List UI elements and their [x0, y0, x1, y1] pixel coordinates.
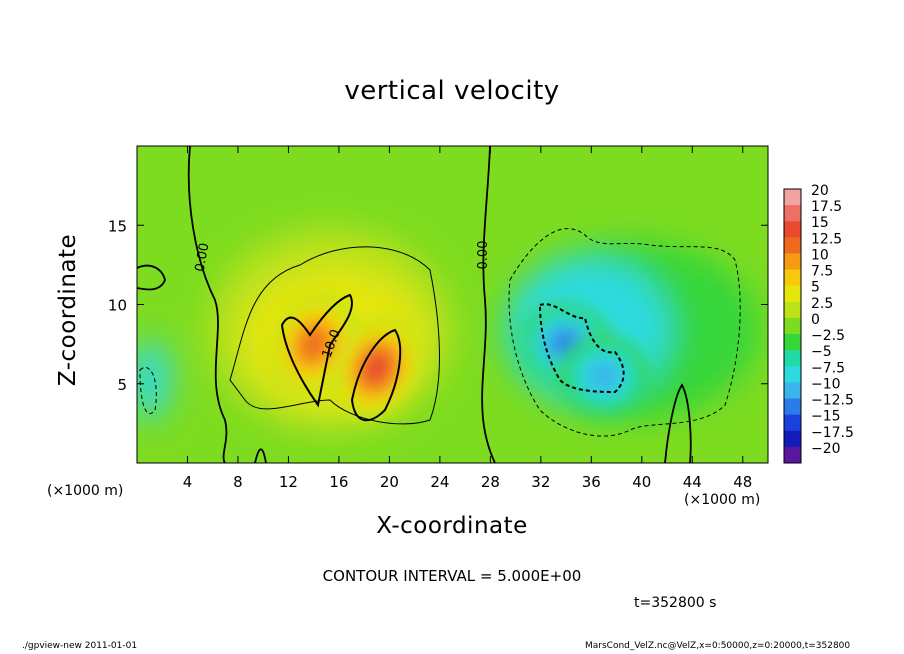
- colorbar-label-5: 7.5: [811, 264, 833, 280]
- colorbar-label-10: −5: [811, 344, 832, 360]
- zero-contour-left: [187, 146, 228, 463]
- contour-5: [229, 246, 440, 425]
- heat-blob-3: [587, 361, 620, 391]
- colorbar-label-4: 10: [811, 247, 829, 263]
- colorbar-swatch-5: [784, 269, 801, 287]
- x-tick-label-2: 12: [279, 473, 298, 491]
- contour-10-right: [350, 328, 402, 422]
- colorbar-label-13: −12.5: [811, 393, 854, 409]
- colorbar-label-11: −7.5: [811, 360, 845, 376]
- contour-minus5-edge: [139, 367, 157, 415]
- colorbar-swatch-1: [784, 205, 801, 222]
- x-tick-label-8: 36: [582, 473, 601, 491]
- colorbar-label-15: −17.5: [811, 425, 854, 441]
- colorbar-swatch-11: [784, 366, 801, 383]
- contour-10-left: [280, 293, 353, 408]
- colorbar-label-8: 0: [811, 312, 820, 328]
- heat-blob-1: [364, 354, 389, 382]
- x-axis-label: X-coordinate: [376, 513, 528, 539]
- time-label: t=352800 s: [634, 595, 717, 611]
- y-tick-label-1: 10: [108, 297, 127, 315]
- colorbar-swatch-9: [784, 334, 801, 351]
- colorbar-swatch-8: [784, 317, 801, 335]
- x-tick-label-10: 44: [683, 473, 702, 491]
- y-tick-label-0: 5: [117, 376, 127, 394]
- x-tick-label-4: 20: [380, 473, 399, 491]
- x-tick-label-7: 32: [531, 473, 550, 491]
- colorbar-swatch-14: [784, 414, 801, 432]
- zero-contour-small: [254, 448, 267, 463]
- x-axis: 4 8 12 16 20 24 28 32 36 40 44 48: [183, 146, 752, 491]
- x-tick-label-11: 48: [733, 473, 752, 491]
- x-tick-label-1: 8: [233, 473, 243, 491]
- colorbar-frame: [783, 188, 802, 464]
- y-axis: 5 10 15: [108, 217, 768, 394]
- colorbar-label-14: −15: [811, 409, 841, 425]
- x-tick-label-9: 40: [632, 473, 651, 491]
- heat-blob-0: [300, 329, 327, 359]
- colorbar-label-1: 17.5: [811, 199, 842, 215]
- colorbar-label-3: 12.5: [811, 231, 842, 247]
- colorbar-swatch-6: [784, 285, 801, 303]
- contour-label-1: 0.00: [476, 241, 491, 270]
- colorbar-label-2: 15: [811, 215, 829, 231]
- contour-minus5: [508, 228, 741, 437]
- footer-left: ./gpview-new 2011-01-01: [22, 641, 138, 651]
- colorbar: 2017.51512.5107.552.50−2.5−5−7.5−10−12.5…: [783, 183, 854, 464]
- zero-contour-edge: [137, 264, 166, 291]
- contour-interval-label: CONTOUR INTERVAL = 5.000E+00: [322, 567, 582, 585]
- colorbar-label-0: 20: [811, 183, 829, 199]
- colorbar-swatch-15: [784, 430, 801, 448]
- y-tick-label-2: 15: [108, 217, 127, 235]
- y-axis-label: Z-coordinate: [55, 233, 81, 387]
- colorbar-swatch-12: [784, 382, 801, 400]
- x-unit-label-right: (×1000 m): [684, 492, 761, 508]
- colorbar-label-12: −10: [811, 376, 841, 392]
- colorbar-swatch-4: [784, 253, 801, 271]
- zero-contour-right: [664, 383, 692, 463]
- x-tick-label-5: 24: [430, 473, 449, 491]
- colorbar-label-9: −2.5: [811, 328, 845, 344]
- chart-title: vertical velocity: [344, 76, 560, 106]
- zero-contour-mid: [481, 146, 496, 463]
- x-tick-label-3: 16: [329, 473, 348, 491]
- colorbar-label-7: 2.5: [811, 296, 833, 312]
- colorbar-label-16: −20: [811, 441, 841, 457]
- contour-lines: [137, 146, 741, 463]
- heatmap-field: [137, 146, 768, 463]
- colorbar-swatch-13: [784, 398, 801, 416]
- footer-right: MarsCond_VelZ.nc@VelZ,x=0:50000,z=0:2000…: [585, 641, 851, 651]
- x-tick-label-6: 28: [481, 473, 500, 491]
- colorbar-swatch-10: [784, 350, 801, 367]
- colorbar-swatch-0: [784, 189, 801, 206]
- contour-minus10: [538, 303, 625, 394]
- x-tick-label-0: 4: [183, 473, 193, 491]
- colorbar-swatch-16: [784, 446, 801, 464]
- colorbar-swatch-3: [784, 237, 801, 254]
- colorbar-swatch-7: [784, 301, 801, 319]
- colorbar-label-6: 5: [811, 280, 820, 296]
- contour-label-0: 0.00: [193, 242, 213, 273]
- x-unit-label-left: (×1000 m): [47, 483, 124, 499]
- colorbar-swatch-2: [784, 221, 801, 238]
